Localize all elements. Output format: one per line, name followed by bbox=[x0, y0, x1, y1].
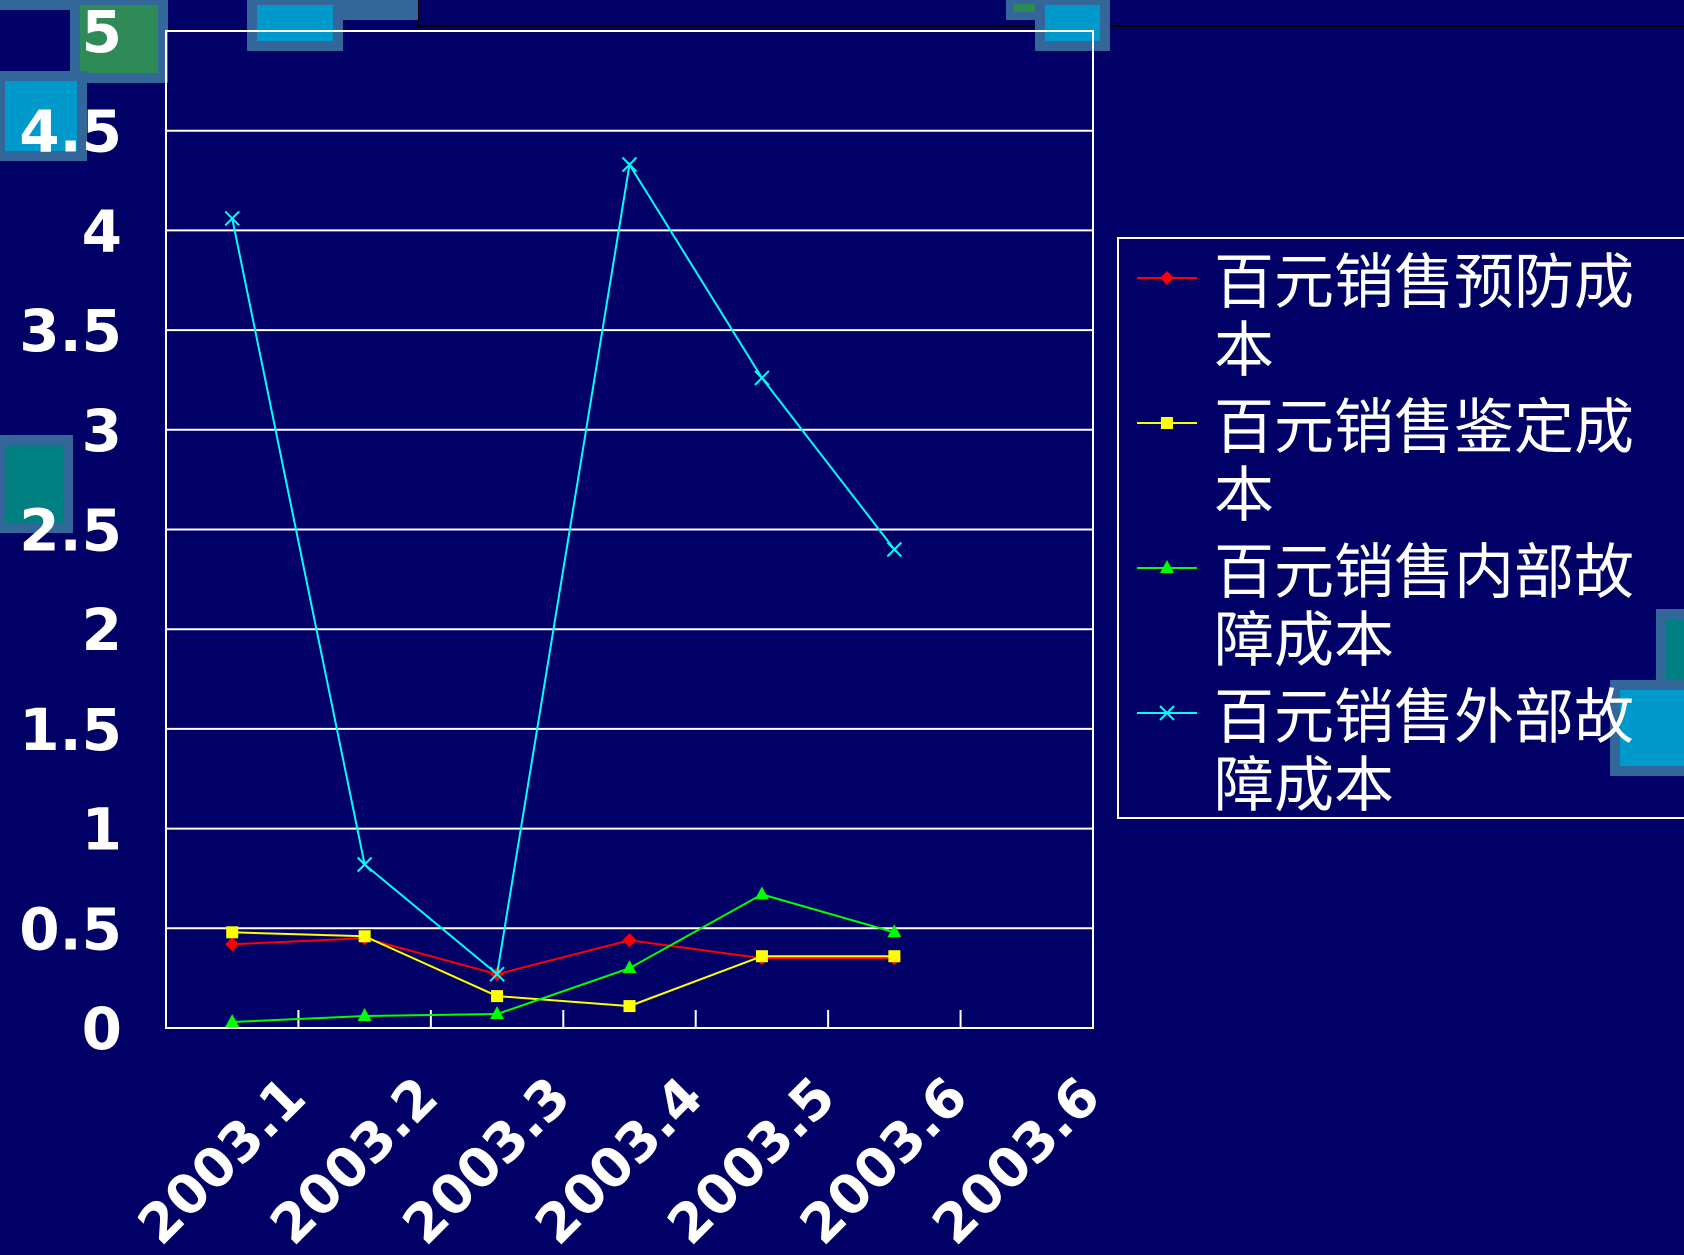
y-tick-label: 5 bbox=[82, 0, 122, 66]
y-tick-label: 1.5 bbox=[19, 696, 122, 764]
data-point bbox=[622, 960, 637, 974]
y-tick-label: 3 bbox=[82, 397, 122, 465]
decor-square-3 bbox=[247, 0, 343, 51]
data-point bbox=[489, 966, 505, 982]
legend-label: 百元销售内部故障成本 bbox=[1214, 538, 1634, 676]
decor-square-2 bbox=[70, 0, 168, 83]
data-point bbox=[225, 1014, 240, 1028]
data-point bbox=[754, 370, 770, 386]
data-point bbox=[622, 933, 637, 948]
decor-square-8 bbox=[1035, 0, 1110, 51]
data-point bbox=[621, 156, 638, 173]
data-point bbox=[224, 210, 240, 227]
legend-label: 百元销售预防成本 bbox=[1214, 248, 1634, 386]
y-tick-label: 0.5 bbox=[19, 895, 122, 963]
legend-label: 百元销售鉴定成本 bbox=[1214, 393, 1634, 531]
series-4 bbox=[224, 156, 903, 982]
y-tick-label: 4.5 bbox=[19, 98, 122, 166]
series-2 bbox=[226, 926, 901, 1013]
data-point bbox=[755, 950, 768, 963]
data-point bbox=[356, 856, 373, 873]
data-point bbox=[491, 990, 504, 1003]
legend-swatch bbox=[1137, 560, 1197, 573]
data-point bbox=[358, 930, 371, 943]
data-point bbox=[887, 924, 902, 938]
y-tick-label: 1 bbox=[82, 796, 122, 864]
decor-square-5 bbox=[0, 71, 87, 161]
data-point bbox=[226, 926, 239, 939]
legend-swatch bbox=[1137, 705, 1197, 721]
y-tick-label: 2 bbox=[82, 596, 122, 664]
series-line bbox=[232, 893, 895, 1024]
series-line bbox=[232, 937, 895, 976]
data-point bbox=[490, 1006, 505, 1020]
series-line bbox=[232, 931, 895, 1008]
data-point bbox=[754, 886, 769, 900]
x-axis-ticks: 2003.12003.22003.32003.42003.52003.62003… bbox=[126, 1065, 1112, 1255]
legend-label: 百元销售外部故障成本 bbox=[1214, 683, 1634, 821]
data-point bbox=[357, 1008, 372, 1022]
series-3 bbox=[225, 886, 902, 1028]
chart-legend: 百元销售预防成本 百元销售鉴定成本 百元销售内部故障成本 百元销售外部故障成本 bbox=[1117, 237, 1684, 821]
decor-square-6 bbox=[0, 435, 73, 533]
data-point bbox=[886, 541, 903, 558]
gridlines bbox=[165, 30, 1094, 1029]
series-line bbox=[231, 161, 896, 977]
y-tick-label: 0 bbox=[82, 995, 122, 1063]
legend-swatch bbox=[1137, 417, 1197, 429]
series-lines bbox=[224, 156, 903, 1028]
legend-swatch bbox=[1137, 271, 1197, 285]
decor-square-10 bbox=[1610, 680, 1684, 776]
y-tick-label: 4 bbox=[82, 197, 122, 265]
y-axis-ticks: 0 0.5 1 1.5 2 2.5 3 3.5 4 4.5 5 bbox=[19, 0, 122, 1063]
data-point bbox=[623, 1000, 636, 1013]
data-point bbox=[888, 950, 901, 963]
decor-square-4 bbox=[338, 0, 418, 20]
data-point bbox=[225, 937, 240, 952]
y-tick-label: 2.5 bbox=[19, 497, 122, 565]
y-tick-label: 3.5 bbox=[19, 297, 122, 365]
